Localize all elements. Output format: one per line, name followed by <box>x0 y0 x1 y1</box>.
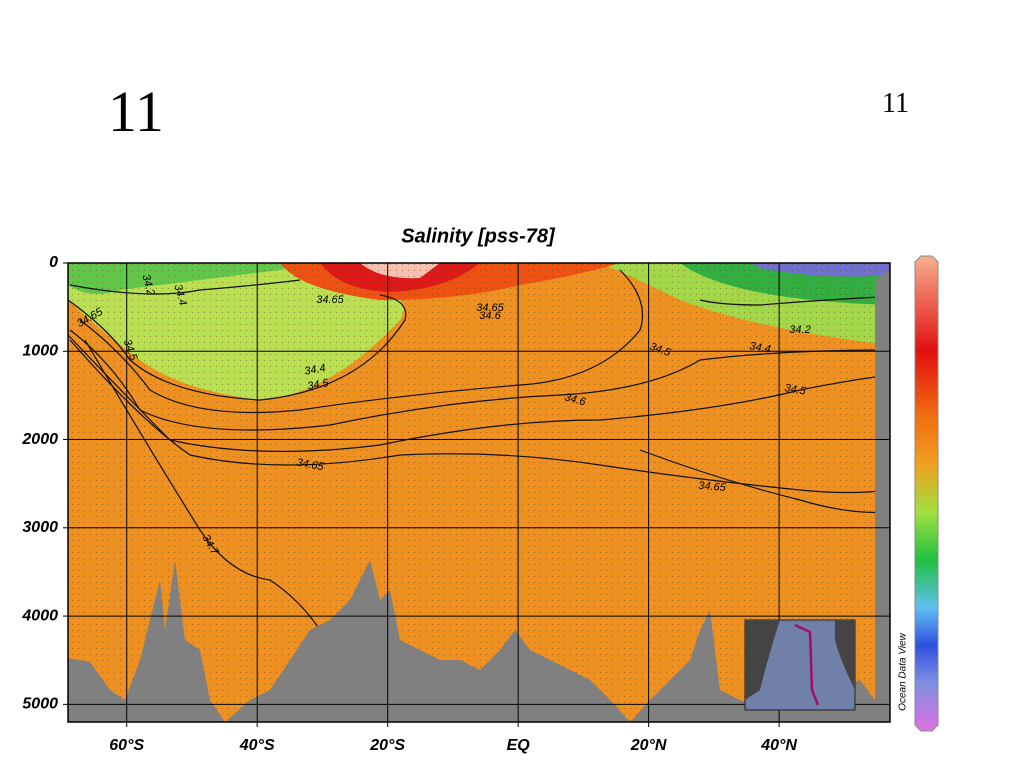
x-tick-label: 60°S <box>109 737 144 754</box>
contour-label: 34.4 <box>748 340 771 356</box>
contour-label: 34.2 <box>140 273 157 297</box>
contour-label: 34.5 <box>306 377 330 393</box>
x-tick-label: 20°N <box>630 737 667 754</box>
contour-label: 34.4 <box>303 362 326 378</box>
contour-label: 34.6 <box>479 310 501 322</box>
y-tick-label: 4000 <box>21 607 58 624</box>
contour-label: 34.2 <box>789 324 810 336</box>
plot-frame <box>67 262 891 723</box>
slide-number: 11 <box>108 79 164 144</box>
x-tick-label: 20°S <box>369 737 405 754</box>
seafloor <box>68 270 890 722</box>
contour-label: 34.65 <box>476 302 504 314</box>
x-tick-label: 40°N <box>760 737 797 754</box>
y-tick-label: 0 <box>49 254 58 271</box>
x-tick-label: EQ <box>507 737 531 754</box>
contour-label: 34.65 <box>295 457 325 474</box>
inset-track <box>794 623 820 706</box>
slide-number: 11 <box>882 88 909 119</box>
colorbar-label: Ocean Data View <box>898 632 909 710</box>
contour-label: 34.5 <box>783 382 807 398</box>
colorbar <box>914 255 939 732</box>
contour-lines <box>67 269 891 631</box>
chart-title: Salinity [pss-78] <box>401 225 556 247</box>
contour-label: 34.4 <box>172 283 189 307</box>
contour-label: 34.6 <box>563 391 588 408</box>
y-tick-label: 1000 <box>22 342 58 359</box>
contour-label: 34.65 <box>698 480 727 494</box>
inset-land <box>835 620 855 690</box>
x-tick-label: 40°S <box>239 737 275 754</box>
y-tick-label: 3000 <box>22 519 58 536</box>
y-tick-label: 2000 <box>21 431 58 448</box>
y-tick-label: 5000 <box>22 696 58 713</box>
inset-land <box>745 620 780 700</box>
contour-label: 34.65 <box>316 294 344 306</box>
inset-map <box>744 619 856 711</box>
